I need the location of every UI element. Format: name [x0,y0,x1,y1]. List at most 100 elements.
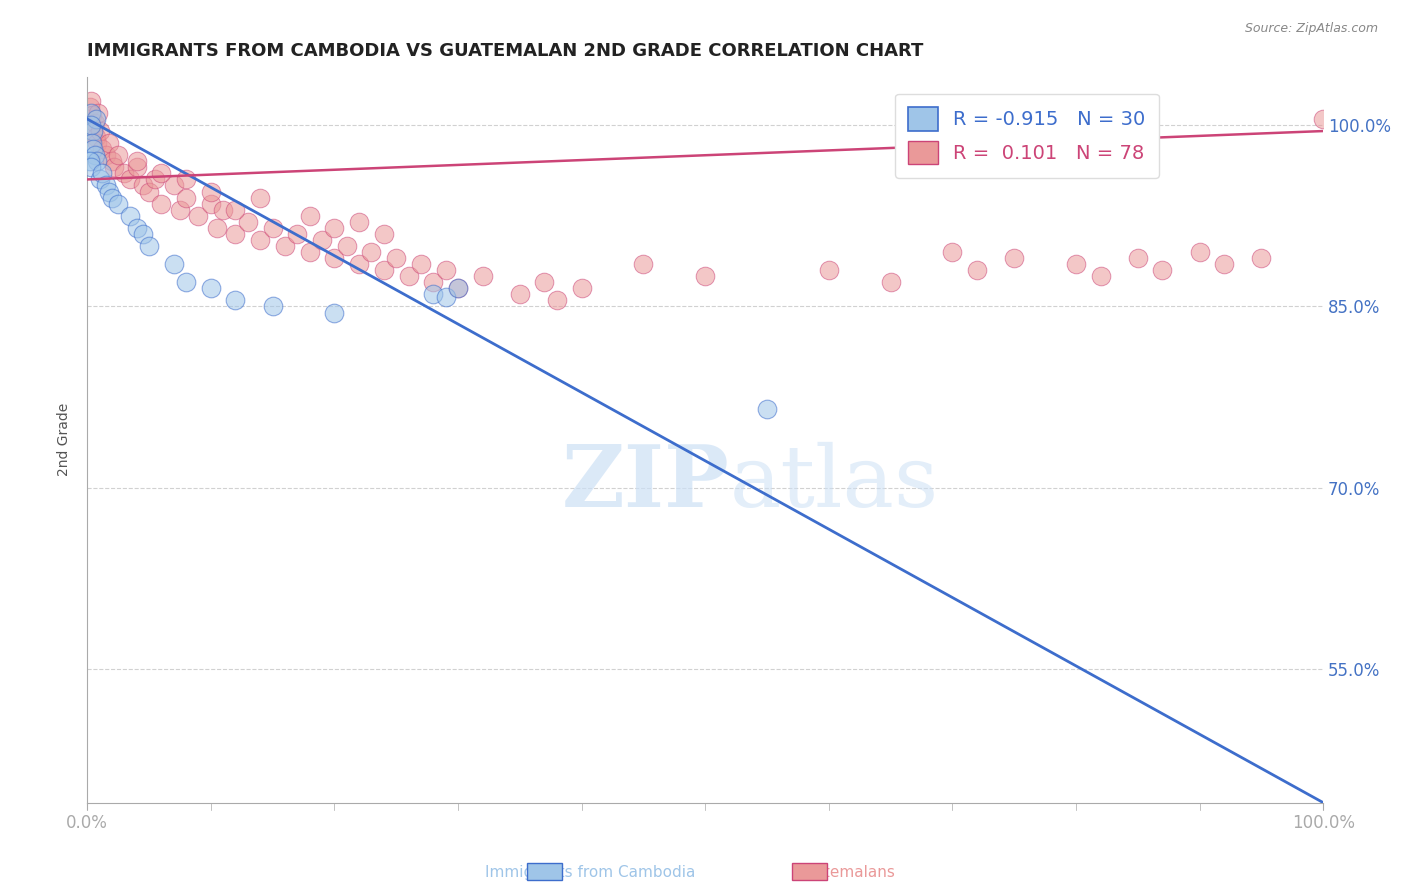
Point [1126,251,1149,265]
Point [94,148,117,162]
Point [82,136,104,150]
Point [422,287,444,301]
Point [125,161,148,175]
Point [1188,245,1211,260]
Point [125,154,148,169]
Point [91,166,114,180]
Text: ZIP: ZIP [562,442,730,525]
Point [695,269,717,284]
Point [125,220,148,235]
Text: IMMIGRANTS FROM CAMBODIA VS GUATEMALAN 2ND GRADE CORRELATION CHART: IMMIGRANTS FROM CAMBODIA VS GUATEMALAN 2… [87,42,924,60]
Point [120,209,142,223]
Point [262,220,284,235]
Point [249,233,271,247]
Point [434,263,457,277]
Point [205,220,228,235]
Point [82,124,104,138]
Point [385,251,408,265]
Point [311,233,333,247]
Point [163,178,186,193]
Point [80,106,103,120]
Point [274,239,297,253]
Point [941,245,963,260]
Point [1213,257,1236,271]
Point [98,136,121,150]
Point [879,275,901,289]
Point [138,185,160,199]
Point [98,185,121,199]
Point [79,154,101,169]
Point [120,172,142,186]
Point [150,166,173,180]
Point [323,251,346,265]
Point [87,106,110,120]
Point [447,281,470,295]
Point [347,215,370,229]
Point [434,290,457,304]
Point [79,100,101,114]
Point [471,269,494,284]
Point [101,154,124,169]
Point [82,142,104,156]
Point [200,185,222,199]
Point [200,281,222,295]
Point [262,300,284,314]
Point [336,239,359,253]
Text: Immigrants from Cambodia: Immigrants from Cambodia [485,865,696,880]
Point [755,402,778,417]
Point [398,269,420,284]
Point [409,257,432,271]
Point [84,130,107,145]
Point [101,191,124,205]
Point [187,209,209,223]
Point [200,196,222,211]
Point [533,275,555,289]
Point [509,287,531,301]
Point [174,191,197,205]
Point [169,202,191,217]
Point [83,148,105,162]
Point [80,94,103,108]
Point [86,154,108,169]
Point [138,239,160,253]
Point [89,172,111,186]
Point [174,172,197,186]
Text: atlas: atlas [730,442,939,524]
Point [285,227,308,241]
Point [107,196,129,211]
Point [94,178,117,193]
Legend: R = -0.915   N = 30, R =  0.101   N = 78: R = -0.915 N = 30, R = 0.101 N = 78 [894,94,1159,178]
Point [1090,269,1112,284]
Point [323,305,346,319]
Point [86,136,108,150]
Point [323,220,346,235]
Point [347,257,370,271]
Text: Source: ZipAtlas.com: Source: ZipAtlas.com [1244,22,1378,36]
Point [107,148,129,162]
Point [163,257,186,271]
Point [84,112,107,126]
Point [571,281,593,295]
Point [103,161,125,175]
Point [1312,112,1334,126]
Point [249,191,271,205]
Point [83,115,105,129]
Point [1064,257,1087,271]
Point [633,257,655,271]
Text: Guatemalans: Guatemalans [793,865,894,880]
Point [422,275,444,289]
Point [132,178,155,193]
Point [143,172,166,186]
Point [174,275,197,289]
Point [82,124,104,138]
Point [82,108,104,122]
Point [224,293,246,308]
Point [817,263,839,277]
Point [1152,263,1174,277]
Point [112,166,135,180]
Point [236,215,259,229]
Point [1002,251,1025,265]
Point [298,245,321,260]
Point [132,227,155,241]
Point [91,142,114,156]
